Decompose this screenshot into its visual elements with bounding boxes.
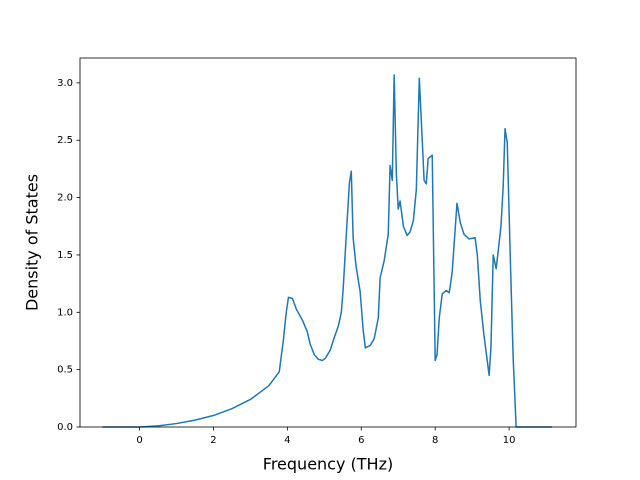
x-tick-label: 8	[432, 435, 438, 446]
y-axis-label: Density of States	[23, 174, 42, 311]
plot-frame	[79, 57, 577, 428]
y-tick-label: 0.0	[57, 422, 73, 433]
y-tick-label: 1.0	[57, 307, 73, 318]
y-tick-label: 2.5	[57, 135, 73, 146]
x-tick-label: 0	[136, 435, 142, 446]
x-tick-label: 6	[358, 435, 364, 446]
x-tick-label: 2	[210, 435, 216, 446]
y-tick-label: 0.5	[57, 365, 73, 376]
y-tick-label: 1.5	[57, 250, 73, 261]
y-tick-label: 3.0	[57, 78, 73, 89]
x-axis-label: Frequency (THz)	[263, 455, 393, 474]
x-tick-label: 4	[284, 435, 290, 446]
y-tick-label: 2.0	[57, 193, 73, 204]
x-tick-label: 10	[503, 435, 516, 446]
data-line	[102, 74, 552, 428]
